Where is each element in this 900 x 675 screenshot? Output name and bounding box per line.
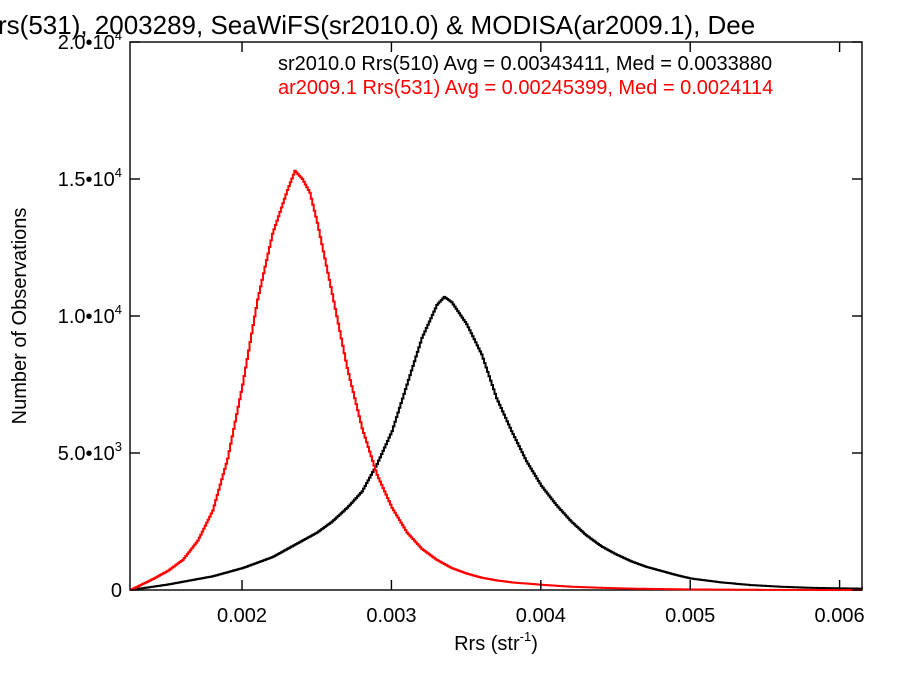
y-tick-label: 5.0•103 bbox=[58, 439, 122, 465]
x-axis-title: Rrs (str-1) bbox=[454, 629, 538, 655]
y-tick-label: 1.5•104 bbox=[58, 165, 122, 191]
legend: sr2010.0 Rrs(510) Avg = 0.00343411, Med … bbox=[278, 53, 773, 99]
x-tick-label: 0.006 bbox=[815, 605, 865, 627]
x-tick-label: 0.004 bbox=[516, 605, 566, 627]
series-layer bbox=[130, 169, 863, 591]
legend-entry-1: sr2010.0 Rrs(510) Avg = 0.00343411, Med … bbox=[278, 53, 772, 75]
x-tick-label: 0.002 bbox=[217, 605, 267, 627]
chart-title: rs(531), 2003289, SeaWiFS(sr2010.0) & MO… bbox=[0, 10, 755, 40]
x-axis-title-base: Rrs (str bbox=[454, 633, 520, 655]
plot-frame bbox=[129, 41, 863, 591]
y-axis-title: Number of Observations bbox=[9, 208, 31, 425]
x-axis-title-sup: -1 bbox=[520, 629, 532, 644]
y-tick-label: 1.0•104 bbox=[58, 302, 122, 328]
x-axis-title-close: ) bbox=[531, 633, 538, 655]
ticks-layer: 0.002 0.003 0.004 0.005 0.006 0 5.0•103 1.0•104… bbox=[58, 28, 865, 627]
x-tick-label: 0.003 bbox=[366, 605, 416, 627]
series-line-2 bbox=[130, 169, 862, 591]
x-tick-label: 0.005 bbox=[665, 605, 715, 627]
legend-entry-2: ar2009.1 Rrs(531) Avg = 0.00245399, Med … bbox=[278, 77, 773, 99]
y-tick-label: 0 bbox=[111, 580, 122, 602]
series-line-1 bbox=[130, 295, 863, 591]
y-tick-label: 2.0•104 bbox=[58, 28, 122, 54]
